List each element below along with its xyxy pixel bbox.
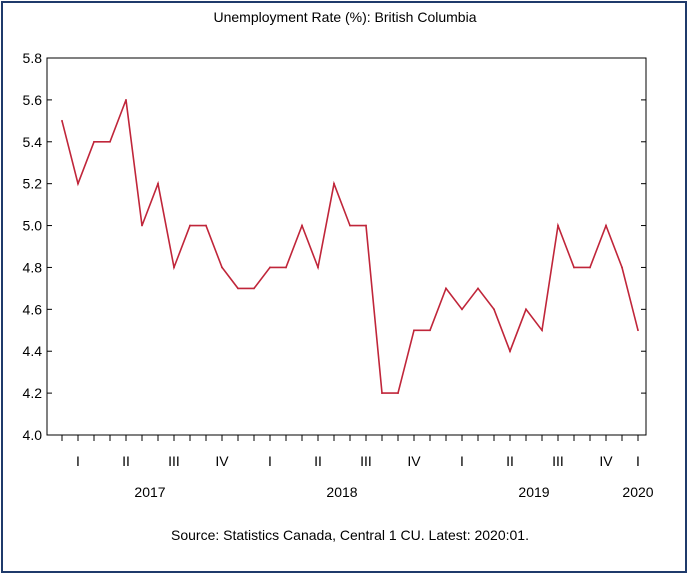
data-point [93, 140, 95, 143]
x-quarter-label: II [506, 453, 514, 469]
x-quarter-label: IV [215, 453, 229, 469]
data-point [253, 287, 255, 290]
y-axis: 4.0 4.2 4.4 4.6 4.8 5.0 5.2 5.4 5.6 5.8 [23, 50, 646, 443]
data-point [525, 308, 527, 311]
data-point [317, 266, 319, 269]
y-tick-label: 5.6 [23, 92, 43, 108]
data-point [589, 266, 591, 269]
y-tick-label: 4.6 [23, 301, 43, 317]
plot-area [46, 57, 647, 436]
x-year-label: 2018 [326, 484, 357, 500]
x-year-label: 2019 [518, 484, 549, 500]
data-point [61, 119, 63, 122]
data-point [109, 140, 111, 143]
data-point [573, 266, 575, 269]
data-point [509, 350, 511, 353]
x-quarter-label: II [314, 453, 322, 469]
x-year-label: 2017 [134, 484, 165, 500]
y-tick-label: 4.0 [23, 427, 43, 443]
y-tick-label: 5.4 [23, 134, 43, 150]
data-point [461, 308, 463, 311]
y-tick-label: 5.0 [23, 218, 43, 234]
data-point [445, 287, 447, 290]
data-point [173, 266, 175, 269]
series-layer [61, 98, 639, 395]
data-point [605, 224, 607, 227]
data-point [381, 392, 383, 395]
data-point [365, 224, 367, 227]
data-point [205, 224, 207, 227]
data-point [301, 224, 303, 227]
series-line [61, 99, 639, 394]
data-point [189, 224, 191, 227]
data-point [413, 329, 415, 332]
data-point [77, 182, 79, 185]
y-tick-label: 5.8 [23, 50, 43, 66]
data-point [237, 287, 239, 290]
x-quarter-label: I [460, 453, 464, 469]
source-note: Source: Statistics Canada, Central 1 CU.… [171, 527, 529, 543]
y-tick-label: 4.8 [23, 259, 43, 275]
data-point [429, 329, 431, 332]
data-point [349, 224, 351, 227]
x-quarter-label: III [168, 453, 180, 469]
data-point [557, 224, 559, 227]
x-quarter-label: I [268, 453, 272, 469]
data-point [621, 266, 623, 269]
x-quarter-label: IV [599, 453, 613, 469]
data-point [269, 266, 271, 269]
data-point [285, 266, 287, 269]
data-point [541, 329, 543, 332]
data-point [397, 392, 399, 395]
y-tick-label: 5.2 [23, 176, 43, 192]
x-quarter-label: II [122, 453, 130, 469]
data-point [637, 329, 639, 332]
data-point [141, 224, 143, 227]
x-year-label: 2020 [622, 484, 653, 500]
y-tick-label: 4.4 [23, 343, 43, 359]
x-quarter-label: I [636, 453, 640, 469]
data-point [333, 182, 335, 185]
data-point [221, 266, 223, 269]
chart-title: Unemployment Rate (%): British Columbia [214, 9, 477, 25]
x-quarter-label: IV [407, 453, 421, 469]
x-quarter-label: III [552, 453, 564, 469]
data-point [493, 308, 495, 311]
x-quarter-label: I [76, 453, 80, 469]
data-point [477, 287, 479, 290]
y-tick-label: 4.2 [23, 385, 43, 401]
x-quarter-label: III [360, 453, 372, 469]
data-point [125, 98, 127, 101]
data-point [157, 182, 159, 185]
